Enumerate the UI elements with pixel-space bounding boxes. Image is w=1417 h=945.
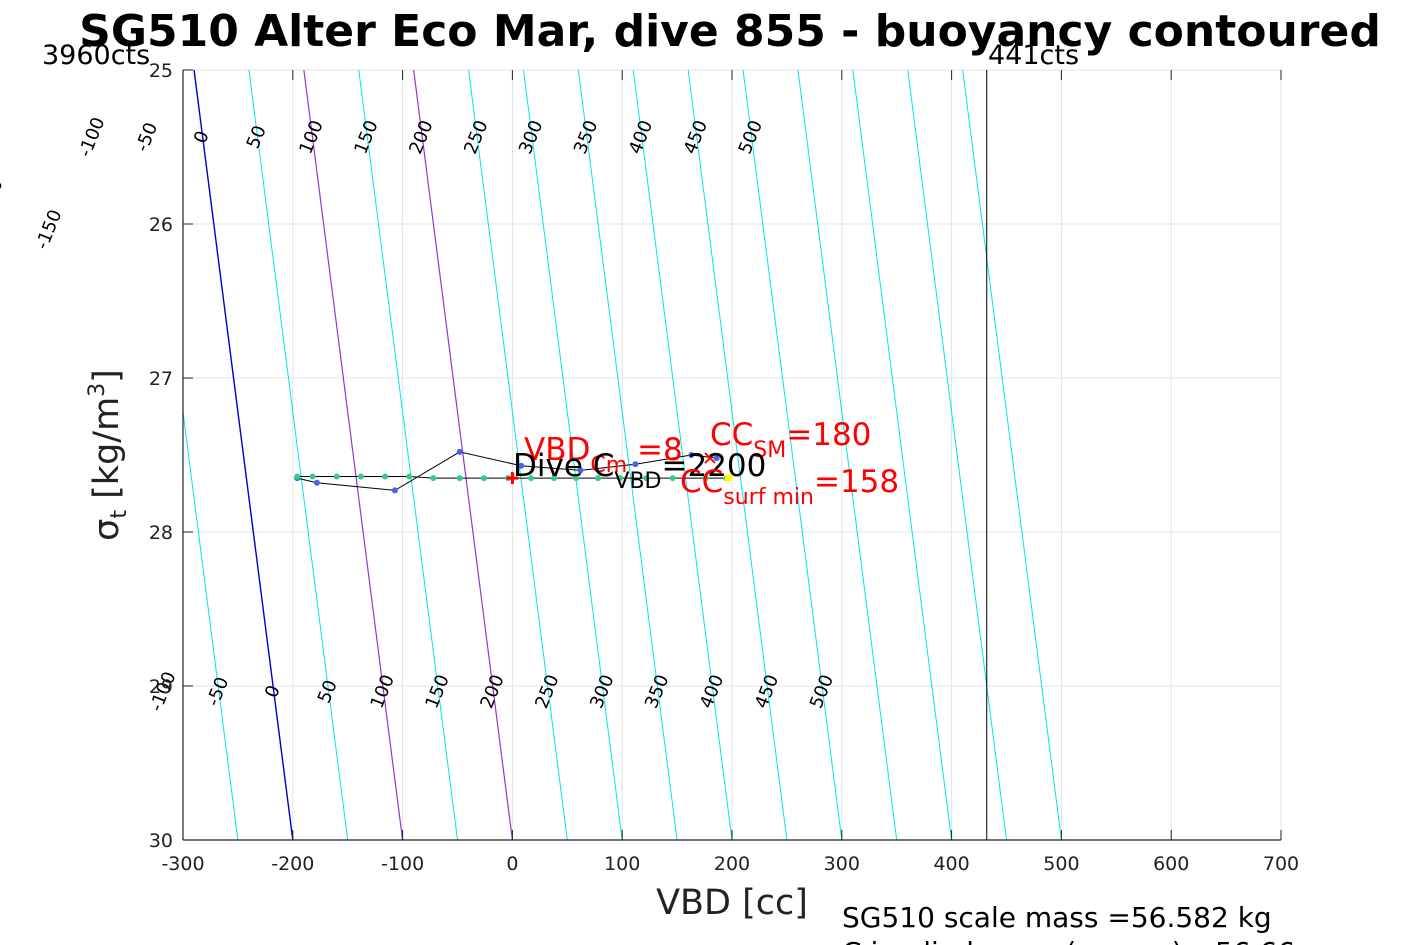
data-point-fit (430, 475, 437, 482)
y-tick-label: 28 (149, 522, 173, 544)
data-point-fit (669, 475, 676, 482)
y-axis-label: σt [kg/m3] (85, 369, 132, 541)
vbd-cm-sub: Cm (590, 453, 627, 478)
x-tick-label: 300 (824, 853, 860, 875)
buoyancy-contour-250 (468, 70, 568, 840)
data-point-fit (406, 473, 413, 480)
x-tick-label: 500 (1043, 853, 1079, 875)
data-point-fit (480, 475, 487, 482)
buoyancy-contour--50 (183, 407, 239, 840)
x-tick-label: 200 (714, 853, 750, 875)
buoyancy-contour-150 (358, 70, 458, 840)
buoyancy-contour-500 (742, 70, 843, 840)
buoyancy-contour-700 (962, 70, 1062, 840)
buoyancy-contour-300 (522, 70, 623, 840)
data-point-fit (357, 473, 364, 480)
dive-c-sub: VBD (614, 469, 661, 494)
data-point-fit (573, 475, 580, 482)
buoyancy-contour-200 (413, 70, 513, 840)
y-label-sub: t (107, 510, 132, 519)
vbd-cm-annotation: VBDCm =8 (524, 432, 683, 478)
data-point-fit (702, 475, 709, 482)
dive-c-main: Dive C (513, 448, 614, 484)
x-tick-label: 100 (604, 853, 640, 875)
x-tick-label: -200 (271, 853, 314, 875)
buoyancy-contours (0, 70, 1062, 840)
chart-title: SG510 Alter Eco Mar, dive 855 - buoyancy… (79, 6, 1381, 57)
vbd-cm-value: =8 (627, 432, 683, 468)
y-tick-label: 26 (149, 214, 173, 236)
data-point-fit (551, 475, 558, 482)
buoyancy-contour-400 (632, 70, 733, 840)
data-point-observed (313, 479, 320, 486)
buoyancy-contour-450 (687, 70, 788, 840)
marker-dot (724, 474, 733, 483)
vbd-cm-main: VBD (524, 432, 590, 468)
data-point-observed (577, 467, 584, 474)
data-point-observed (632, 461, 639, 468)
contour-label-top: -100 (75, 114, 110, 160)
cc-surf-value: =158 (814, 464, 899, 500)
data-point-fit (333, 473, 340, 480)
data-point-observed (688, 452, 695, 458)
buoyancy-contour-50 (248, 70, 349, 840)
x-axis-label: VBD [cc] (656, 883, 808, 923)
buoyancy-contour-0 (193, 70, 294, 840)
marker-layer (506, 452, 733, 485)
contour-label-top: -200 (0, 176, 8, 222)
y-tick-label: 29 (149, 676, 173, 698)
cc-sm-value: =180 (786, 417, 871, 453)
dive-c-value: =2200 (662, 448, 767, 484)
contour-label-top: -50 (132, 120, 162, 155)
right-corner-label: 441cts (988, 40, 1079, 71)
footer-implied-mass: C implied mass (opcore) =56.66 (842, 936, 1295, 945)
data-layer (294, 448, 730, 494)
data-point-observed (391, 487, 398, 494)
cc-sm-main: CC (710, 417, 753, 453)
dive-c-annotation: Dive CVBD=2200 (513, 448, 766, 494)
x-ticks: -300 -200 -100 0 100 200 300 400 500 600 700 (161, 70, 1299, 875)
y-ticks: 25 26 27 28 29 30 (149, 60, 193, 852)
cc-surf-sub: surf min (723, 485, 814, 510)
y-label-unit: [kg/m (87, 397, 127, 510)
data-point-fit (456, 475, 463, 482)
x-tick-label: 400 (933, 853, 969, 875)
x-tick-label: 700 (1263, 853, 1299, 875)
cc-sm-sub: SM (753, 438, 786, 463)
contour-label-top: -150 (32, 207, 67, 253)
data-point-fit (643, 475, 650, 482)
x-tick-label: -100 (381, 853, 424, 875)
x-tick-label: 0 (506, 853, 518, 875)
x-tick-label: -300 (161, 853, 204, 875)
data-point-fit (617, 475, 624, 482)
x-tick-label: 600 (1153, 853, 1189, 875)
marker-cross (704, 452, 716, 464)
data-point-fit (309, 473, 316, 480)
buoyancy-contour-350 (577, 70, 678, 840)
y-label-unit-close: ] (87, 369, 127, 383)
data-point-fit (595, 475, 602, 482)
buoyancy-contour-100 (303, 70, 404, 840)
data-point-observed (518, 462, 525, 469)
footer-scale-mass: SG510 scale mass =56.582 kg (842, 901, 1272, 934)
left-corner-label: 3960cts (42, 40, 150, 71)
y-label-sigma: σ (87, 519, 127, 541)
data-point-observed (456, 448, 463, 455)
data-point-observed (713, 455, 720, 462)
cc-surf-annotation: CCsurf min=158 (680, 464, 899, 510)
y-label-unit-sup: 3 (85, 383, 110, 397)
y-tick-label: 25 (149, 60, 173, 82)
y-tick-label: 27 (149, 368, 173, 390)
cc-surf-main: CC (680, 464, 723, 500)
buoyancy-contour--200 (0, 70, 73, 840)
buoyancy-contour-550 (797, 70, 898, 840)
buoyancy-contour-600 (852, 70, 953, 840)
y-tick-label: 30 (149, 830, 173, 852)
data-point-fit (382, 473, 389, 480)
data-point-fit (294, 473, 301, 480)
buoyancy-contour-650 (907, 70, 1007, 840)
cc-sm-annotation: CCSM=180 (710, 417, 871, 463)
data-point-fit (528, 475, 535, 482)
